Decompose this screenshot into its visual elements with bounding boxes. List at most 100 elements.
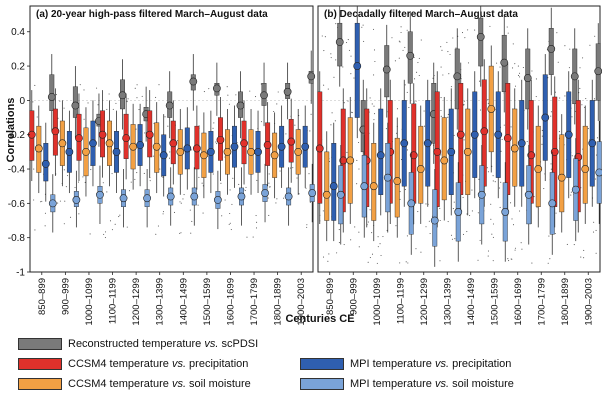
ensemble-dot — [400, 26, 402, 28]
ensemble-dot — [78, 213, 80, 215]
median-point-mpi_precip — [277, 142, 286, 151]
ensemble-dot — [89, 233, 91, 235]
ensemble-dot — [447, 116, 449, 118]
legend-label-text: precipitation — [449, 358, 512, 370]
ensemble-dot — [451, 238, 453, 240]
box-reconstructed — [478, 17, 484, 67]
ensemble-dot — [466, 213, 468, 215]
ensemble-dot — [226, 86, 228, 88]
ensemble-dot — [398, 57, 400, 59]
median-point-reconstructed — [118, 91, 127, 100]
ensemble-dot — [500, 150, 502, 152]
ensemble-dot — [579, 87, 581, 89]
median-point-mpi_soil — [501, 208, 510, 216]
ensemble-dot — [499, 206, 501, 208]
median-point-mpi_precip — [65, 147, 74, 156]
ensemble-dot — [570, 191, 572, 193]
ensemble-dot — [136, 172, 138, 174]
legend-label-text: precipitation — [186, 358, 249, 370]
ensemble-dot — [555, 212, 557, 214]
ensemble-dot — [40, 201, 42, 203]
ensemble-dot — [453, 134, 455, 136]
x-tick-label: 1700–1799 — [249, 278, 260, 326]
y-axis-label: Correlations — [5, 98, 17, 163]
x-tick-label: 850–899 — [37, 278, 48, 315]
ensemble-dot — [331, 112, 333, 114]
ensemble-dot — [541, 143, 543, 145]
x-tick-label: 1800–1899 — [273, 278, 284, 326]
ensemble-dot — [83, 118, 85, 120]
ensemble-dot — [59, 100, 61, 102]
legend-swatch — [18, 358, 62, 370]
ensemble-dot — [570, 194, 572, 196]
ensemble-dot — [361, 26, 363, 28]
ensemble-dot — [464, 37, 466, 39]
ensemble-dot — [518, 72, 521, 74]
legend-label-vs: vs. — [171, 358, 186, 370]
y-tick-label: -0.4 — [8, 165, 26, 176]
median-point-reconstructed — [547, 45, 556, 53]
ensemble-dot — [106, 191, 108, 193]
median-point-mpi_soil — [143, 194, 152, 203]
median-point-ccsm4_soil — [58, 139, 67, 148]
ensemble-dot — [275, 202, 277, 204]
ensemble-dot — [136, 97, 138, 99]
median-point-ccsm4_precip — [315, 144, 324, 153]
ensemble-dot — [455, 47, 457, 49]
legend-item-reconstructed: Reconstructed temperature vs. scPDSI — [18, 338, 258, 350]
ensemble-dot — [420, 251, 422, 253]
ensemble-dot — [118, 216, 120, 218]
ensemble-dot — [309, 201, 311, 203]
ensemble-dot — [249, 90, 251, 92]
ensemble-dot — [469, 215, 471, 217]
ensemble-dot — [198, 176, 200, 178]
ensemble-dot — [245, 186, 247, 188]
ensemble-dot — [238, 183, 240, 186]
median-point-reconstructed — [335, 38, 344, 46]
ensemble-dot — [276, 198, 278, 200]
x-tick-label: 1400–1499 — [466, 278, 477, 326]
ensemble-dot — [350, 55, 352, 57]
y-tick-label: -0.8 — [8, 233, 26, 244]
ensemble-dot — [228, 103, 230, 105]
ensemble-dot — [595, 178, 597, 180]
median-point-ccsm4_soil — [223, 147, 232, 156]
ensemble-dot — [479, 239, 481, 241]
ensemble-dot — [474, 29, 476, 31]
ensemble-dot — [350, 239, 352, 241]
ensemble-dot — [229, 222, 231, 224]
ensemble-dot — [90, 168, 92, 171]
median-point-reconstructed — [570, 72, 579, 81]
ensemble-dot — [309, 130, 311, 132]
ensemble-dot — [358, 246, 360, 248]
ensemble-dot — [550, 168, 552, 170]
ensemble-dot — [134, 178, 136, 180]
ensemble-dot — [583, 249, 585, 252]
median-point-mpi_soil — [190, 192, 199, 201]
ensemble-dot — [447, 220, 449, 223]
ensemble-dot — [399, 262, 401, 264]
ensemble-dot — [471, 210, 473, 212]
ensemble-dot — [373, 74, 375, 76]
ensemble-dot — [446, 41, 448, 43]
ensemble-dot — [404, 188, 406, 191]
median-point-mpi_soil — [524, 190, 533, 199]
legend-swatch — [18, 378, 62, 390]
median-point-mpi_precip — [400, 139, 409, 148]
ensemble-dot — [55, 94, 58, 96]
median-point-reconstructed — [476, 32, 485, 41]
ensemble-dot — [189, 209, 191, 211]
ensemble-dot — [322, 256, 325, 258]
median-point-ccsm4_soil — [369, 182, 378, 191]
ensemble-dot — [305, 187, 307, 189]
y-tick-label: 0 — [19, 96, 25, 107]
ensemble-dot — [479, 109, 482, 111]
ensemble-dot — [402, 49, 404, 51]
ensemble-dot — [353, 77, 355, 79]
ensemble-dot — [256, 179, 258, 181]
ensemble-dot — [440, 154, 442, 156]
ensemble-dot — [406, 29, 408, 31]
ensemble-dot — [348, 49, 351, 51]
ensemble-dot — [374, 60, 376, 63]
ensemble-dot — [440, 109, 442, 112]
